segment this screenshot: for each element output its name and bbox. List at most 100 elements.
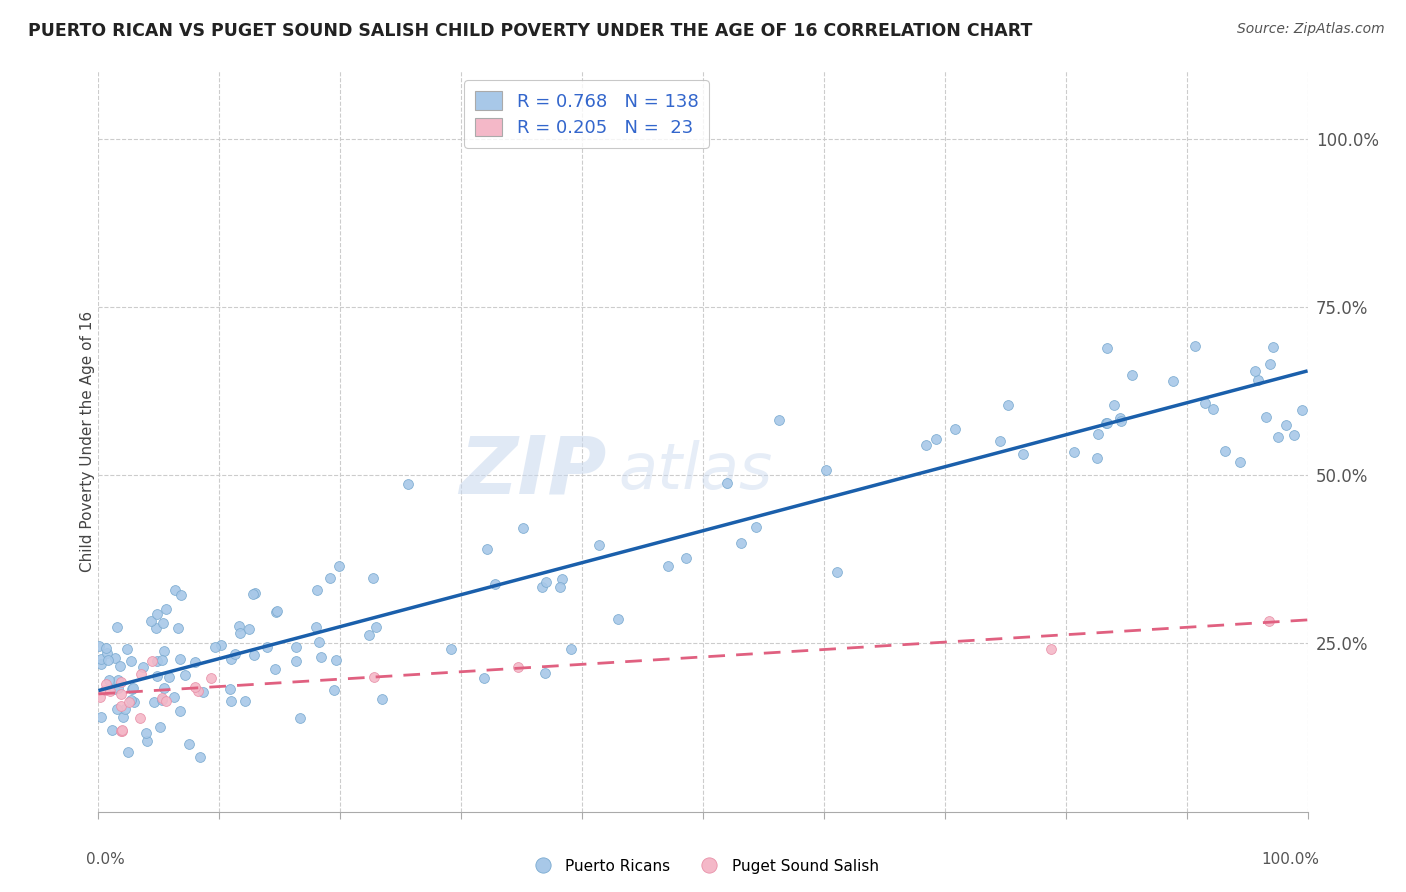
- Point: [104, 651, 127, 665]
- Point: [284, 640, 307, 654]
- Point: [170, 588, 193, 602]
- Point: [311, 650, 333, 665]
- Point: [675, 551, 697, 566]
- Point: [110, 724, 132, 739]
- Point: [152, 653, 174, 667]
- Point: [110, 698, 132, 713]
- Point: [1254, 410, 1277, 425]
- Point: [165, 582, 187, 597]
- Point: [1184, 339, 1206, 353]
- Point: [1085, 451, 1108, 466]
- Point: [228, 619, 250, 633]
- Point: [152, 644, 174, 658]
- Point: [136, 733, 159, 747]
- Point: [363, 571, 385, 585]
- Point: [285, 654, 308, 668]
- Point: [364, 620, 387, 634]
- Point: [96, 676, 118, 690]
- Point: [534, 575, 557, 590]
- Text: 100.0%: 100.0%: [1261, 853, 1320, 867]
- Point: [1274, 417, 1296, 432]
- Point: [943, 422, 966, 436]
- Y-axis label: Child Poverty Under the Age of 16: Child Poverty Under the Age of 16: [80, 311, 94, 572]
- Point: [145, 621, 167, 635]
- Point: [120, 654, 142, 668]
- Point: [233, 694, 256, 708]
- Point: [174, 668, 197, 682]
- Point: [200, 671, 222, 685]
- Point: [242, 586, 264, 600]
- Point: [730, 535, 752, 549]
- Point: [1063, 445, 1085, 459]
- Point: [440, 641, 463, 656]
- Point: [560, 642, 582, 657]
- Legend: Puerto Ricans, Puget Sound Salish: Puerto Ricans, Puget Sound Salish: [522, 853, 884, 880]
- Point: [827, 566, 849, 580]
- Point: [396, 476, 419, 491]
- Point: [204, 640, 226, 655]
- Point: [323, 682, 346, 697]
- Legend: R = 0.768   N = 138, R = 0.205   N =  23: R = 0.768 N = 138, R = 0.205 N = 23: [464, 80, 709, 148]
- Point: [169, 652, 191, 666]
- Point: [108, 658, 131, 673]
- Point: [101, 723, 124, 738]
- Point: [153, 681, 176, 696]
- Point: [117, 745, 139, 759]
- Point: [308, 635, 330, 649]
- Point: [146, 654, 169, 668]
- Point: [135, 725, 157, 739]
- Point: [103, 681, 125, 696]
- Point: [98, 684, 121, 698]
- Point: [238, 622, 260, 636]
- Point: [548, 580, 571, 594]
- Point: [105, 702, 128, 716]
- Point: [163, 690, 186, 705]
- Point: [716, 476, 738, 491]
- Point: [1161, 374, 1184, 388]
- Point: [1039, 641, 1062, 656]
- Point: [179, 737, 201, 751]
- Point: [328, 559, 350, 574]
- Text: 0.0%: 0.0%: [86, 853, 125, 867]
- Point: [550, 573, 572, 587]
- Point: [530, 580, 553, 594]
- Point: [96, 640, 118, 655]
- Point: [183, 680, 205, 694]
- Point: [1267, 430, 1289, 444]
- Point: [1247, 373, 1270, 387]
- Point: [141, 614, 163, 628]
- Point: [1229, 455, 1251, 469]
- Point: [115, 641, 138, 656]
- Point: [107, 681, 129, 696]
- Point: [121, 681, 143, 696]
- Point: [146, 669, 169, 683]
- Point: [1244, 364, 1267, 378]
- Point: [359, 628, 381, 642]
- Point: [187, 684, 209, 698]
- Point: [256, 640, 278, 654]
- Point: [363, 670, 385, 684]
- Point: [157, 670, 180, 684]
- Point: [219, 694, 242, 708]
- Point: [325, 653, 347, 667]
- Point: [606, 612, 628, 626]
- Point: [128, 711, 150, 725]
- Point: [122, 681, 145, 695]
- Point: [129, 667, 152, 681]
- Point: [110, 724, 132, 739]
- Point: [266, 604, 288, 618]
- Point: [122, 695, 145, 709]
- Point: [1095, 416, 1118, 430]
- Point: [146, 607, 169, 621]
- Point: [814, 463, 837, 477]
- Point: [243, 648, 266, 663]
- Point: [288, 711, 311, 725]
- Point: [110, 687, 132, 701]
- Point: [89, 690, 111, 705]
- Point: [118, 694, 141, 708]
- Point: [167, 621, 190, 635]
- Point: [472, 671, 495, 685]
- Point: [768, 413, 790, 427]
- Point: [370, 691, 392, 706]
- Point: [149, 720, 172, 734]
